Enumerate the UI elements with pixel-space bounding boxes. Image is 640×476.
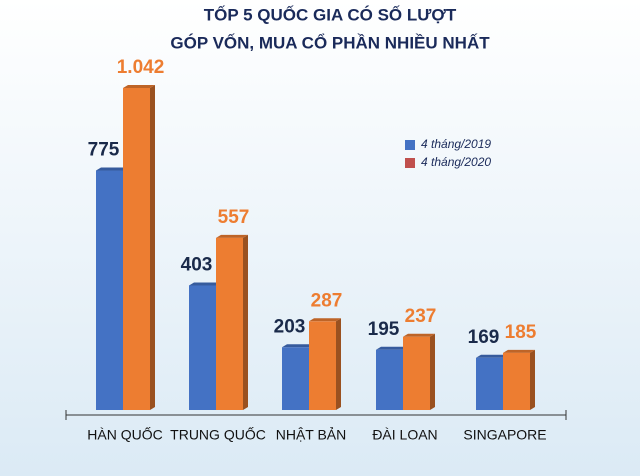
- value-label: 195: [368, 319, 400, 340]
- value-label: 203: [274, 316, 306, 337]
- bar: [123, 88, 150, 410]
- bar-side: [430, 333, 435, 410]
- bar: [403, 336, 430, 410]
- value-label: 1.042: [117, 57, 165, 78]
- bar-top: [282, 344, 314, 348]
- bar-top: [403, 333, 435, 337]
- bar: [476, 357, 503, 410]
- x-tick-label: HÀN QUỐC: [87, 426, 162, 443]
- chart-title: TỐP 5 QUỐC GIA CÓ SỐ LƯỢT: [204, 4, 457, 24]
- value-label: 185: [505, 322, 537, 343]
- value-label: 403: [181, 254, 213, 275]
- bar-top: [123, 85, 155, 88]
- bar-top: [189, 282, 221, 286]
- legend-swatch: [405, 140, 415, 150]
- bar: [376, 349, 403, 410]
- legend-swatch: [405, 158, 415, 168]
- bar-top: [503, 349, 535, 353]
- x-tick-label: NHẬT BẢN: [276, 427, 347, 443]
- bar-side: [336, 318, 341, 410]
- x-tick-label: SINGAPORE: [463, 427, 546, 443]
- bar-top: [376, 346, 408, 350]
- bar-top: [476, 354, 508, 358]
- bar-side: [530, 349, 535, 410]
- bar-side: [243, 234, 248, 410]
- bar: [282, 347, 309, 410]
- x-tick-label: ĐÀI LOAN: [372, 427, 437, 443]
- value-label: 775: [88, 140, 120, 161]
- value-label: 287: [311, 290, 343, 311]
- legend-label: 4 tháng/2019: [421, 137, 491, 151]
- bar: [309, 321, 336, 410]
- value-label: 557: [218, 207, 250, 228]
- legend-label: 4 tháng/2020: [421, 155, 491, 169]
- value-label: 237: [405, 306, 437, 327]
- bar: [216, 237, 243, 410]
- x-tick-label: TRUNG QUỐC: [170, 426, 266, 443]
- bar-top: [96, 167, 128, 171]
- bar: [189, 285, 216, 410]
- bar-top: [216, 234, 248, 238]
- bar-top: [309, 318, 341, 322]
- bar: [96, 170, 123, 410]
- bar: [503, 352, 530, 410]
- chart-title: GÓP VỐN, MUA CỔ PHẦN NHIỀU NHẤT: [170, 32, 490, 52]
- value-label: 169: [468, 327, 500, 348]
- bar-side: [150, 85, 155, 410]
